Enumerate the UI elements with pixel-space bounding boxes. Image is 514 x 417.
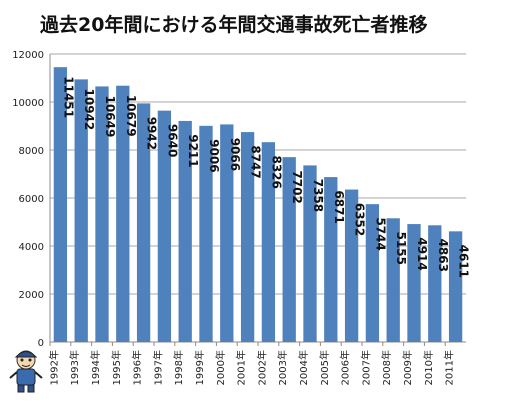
bar-2002 bbox=[261, 142, 276, 342]
data-label: 11451 bbox=[61, 76, 75, 118]
data-label: 4863 bbox=[436, 239, 450, 272]
data-labels: 11451 10942 10649 10679 9942 9640 9211 9006 9066… bbox=[61, 76, 470, 278]
data-label: 6871 bbox=[332, 190, 346, 223]
bar-2006 bbox=[344, 189, 359, 342]
x-tick-label: 2001年 bbox=[235, 350, 248, 385]
bar-1995 bbox=[116, 85, 130, 342]
x-tick-label: 2002年 bbox=[255, 350, 268, 385]
y-tick-label: 8000 bbox=[19, 146, 44, 157]
data-label: 9006 bbox=[207, 139, 221, 172]
y-tick-label: 10000 bbox=[12, 98, 44, 109]
data-label: 9942 bbox=[145, 117, 159, 150]
x-tick-label: 1994年 bbox=[89, 350, 102, 385]
bar-2008 bbox=[386, 218, 400, 342]
y-tick-label: 0 bbox=[38, 338, 44, 349]
y-tick-label: 6000 bbox=[19, 194, 44, 205]
bar-1992 bbox=[53, 67, 68, 343]
bar-2009 bbox=[407, 224, 421, 342]
x-tick-label: 2005年 bbox=[318, 350, 331, 385]
bar-1993 bbox=[74, 79, 88, 342]
cartoon-character-icon bbox=[9, 350, 43, 393]
data-label: 6352 bbox=[353, 203, 367, 236]
x-tick-label: 2000年 bbox=[214, 350, 227, 385]
data-label: 9211 bbox=[186, 134, 200, 167]
data-label: 10679 bbox=[124, 95, 138, 137]
x-tick-label: 1996年 bbox=[131, 350, 144, 385]
bar-1999 bbox=[199, 125, 213, 342]
x-tick-label: 2008年 bbox=[380, 350, 393, 385]
bar-2004 bbox=[303, 165, 317, 342]
data-label: 10649 bbox=[103, 96, 117, 138]
bar-1996 bbox=[136, 103, 151, 342]
bar-2011 bbox=[448, 231, 463, 342]
x-tick-label: 1999年 bbox=[193, 350, 206, 385]
x-tick-label: 1992年 bbox=[47, 350, 60, 385]
data-label: 5744 bbox=[373, 217, 387, 250]
x-tick-label: 2009年 bbox=[401, 350, 414, 385]
bar-1998 bbox=[178, 120, 192, 342]
bar-2010 bbox=[428, 225, 442, 342]
chart-title: 過去20年間における年間交通事故死亡者推移 bbox=[40, 14, 428, 36]
data-label: 7702 bbox=[290, 170, 304, 203]
data-label: 8326 bbox=[269, 155, 283, 188]
bar-2000 bbox=[220, 124, 234, 342]
x-tick-label: 2007年 bbox=[359, 350, 372, 385]
data-label: 7358 bbox=[311, 179, 325, 212]
x-tick-label: 2006年 bbox=[339, 350, 352, 385]
x-tick-label: 2011年 bbox=[443, 350, 456, 385]
bar-1994 bbox=[95, 86, 109, 342]
y-tick-label: 12000 bbox=[12, 50, 44, 61]
bar-2005 bbox=[324, 177, 338, 342]
bars bbox=[53, 67, 463, 343]
y-tick-label: 4000 bbox=[19, 242, 44, 253]
bar-2001 bbox=[240, 132, 255, 342]
axes: 0 2000 4000 6000 8000 10000 12000 1992年 1993年 199… bbox=[12, 50, 466, 385]
data-label: 4914 bbox=[415, 237, 429, 270]
data-label: 9640 bbox=[165, 124, 179, 157]
x-tick-label: 2010年 bbox=[422, 350, 435, 385]
x-tick-label: 2004年 bbox=[297, 350, 310, 385]
data-label: 8747 bbox=[249, 145, 263, 178]
y-tick-label: 2000 bbox=[19, 290, 44, 301]
data-label: 4611 bbox=[457, 245, 471, 278]
bar-2007 bbox=[365, 204, 380, 342]
bar-2003 bbox=[282, 157, 296, 342]
data-label: 5155 bbox=[394, 232, 408, 265]
x-tick-label: 2003年 bbox=[276, 350, 289, 385]
bar-1997 bbox=[157, 110, 172, 342]
x-tick-label: 1998年 bbox=[172, 350, 185, 385]
x-tick-label: 1993年 bbox=[68, 350, 81, 385]
x-tick-label: 1997年 bbox=[151, 350, 164, 385]
data-label: 9066 bbox=[228, 138, 242, 171]
data-label: 10942 bbox=[82, 89, 96, 131]
x-tick-label: 1995年 bbox=[110, 350, 123, 385]
